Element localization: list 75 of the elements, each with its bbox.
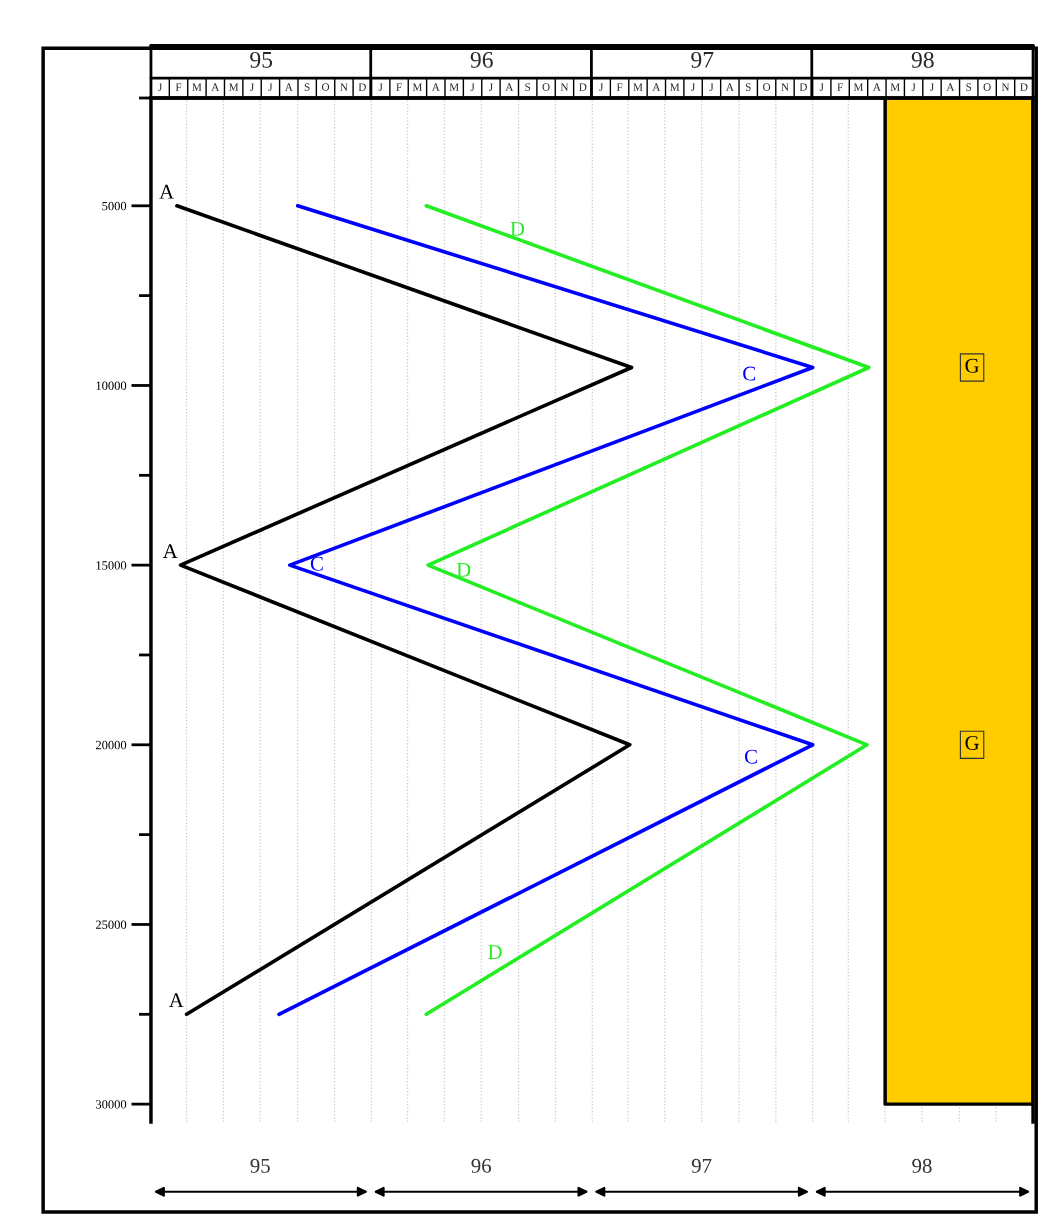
text: J <box>250 83 254 91</box>
y-tick-label: 25000 <box>95 920 127 929</box>
x-tick-label: 98 <box>912 1158 932 1173</box>
text: A <box>284 83 293 91</box>
text: J <box>709 83 714 91</box>
y-tick-label: 15000 <box>96 561 127 570</box>
text: N <box>560 83 569 91</box>
annotation: A <box>159 184 174 199</box>
annotation: D <box>456 562 471 577</box>
text: M <box>449 83 459 91</box>
text: D <box>579 83 587 91</box>
text: M <box>670 83 680 91</box>
text: J <box>930 83 934 91</box>
text: M <box>412 83 423 91</box>
text: A <box>211 83 220 91</box>
text: D <box>358 83 366 91</box>
text: F <box>396 83 402 91</box>
text: S <box>966 83 972 91</box>
x-tick-label: 97 <box>691 1158 712 1173</box>
text: M <box>890 83 900 91</box>
y-tick-label: 5000 <box>102 201 127 211</box>
text: J <box>599 83 604 91</box>
text: D <box>799 83 807 91</box>
annotation: C <box>743 366 756 381</box>
text: O <box>321 83 330 91</box>
annotation: C <box>744 749 757 764</box>
text: M <box>633 83 643 91</box>
text: F <box>175 83 182 91</box>
text: F <box>837 83 843 91</box>
text: J <box>489 83 493 91</box>
line-series <box>424 203 871 1017</box>
text: O <box>983 83 991 91</box>
text: A <box>505 83 514 91</box>
annotation: A <box>162 544 178 558</box>
y-tick-label: 20000 <box>95 740 127 750</box>
text: 95 <box>250 51 273 68</box>
text: 96 <box>470 51 493 68</box>
text: N <box>781 83 789 91</box>
text: O <box>763 83 771 91</box>
annotation: G <box>965 736 979 751</box>
text: A <box>872 83 881 91</box>
annotation: C <box>310 556 323 571</box>
text: N <box>1001 83 1010 91</box>
text: O <box>542 83 550 91</box>
text: J <box>158 83 163 91</box>
y-tick-label: 30000 <box>96 1100 127 1109</box>
annotation: D <box>488 945 502 959</box>
text: S <box>745 83 751 91</box>
annotation: G <box>965 358 979 373</box>
text: D <box>1020 83 1028 91</box>
text: 97 <box>691 51 714 68</box>
x-tick-label: 95 <box>250 1158 270 1173</box>
text: N <box>340 83 348 91</box>
text: S <box>304 83 310 91</box>
line-series <box>277 203 815 1017</box>
text: J <box>691 83 696 91</box>
text: J <box>470 83 475 91</box>
text: J <box>819 83 824 91</box>
text: A <box>652 83 661 91</box>
text: F <box>616 83 623 91</box>
x-tick-label: 96 <box>471 1158 492 1173</box>
y-tick-label: 10000 <box>96 381 127 390</box>
text: A <box>725 83 734 91</box>
annotation: D <box>510 221 525 236</box>
text: M <box>192 83 202 91</box>
text: 98 <box>911 51 934 68</box>
text: A <box>946 83 955 91</box>
text: M <box>853 83 864 91</box>
text: S <box>525 83 531 91</box>
text: J <box>378 83 383 91</box>
text: J <box>911 83 916 91</box>
text: J <box>268 83 273 91</box>
text: A <box>431 83 440 91</box>
annotation: A <box>168 993 184 1008</box>
text: M <box>229 83 239 91</box>
